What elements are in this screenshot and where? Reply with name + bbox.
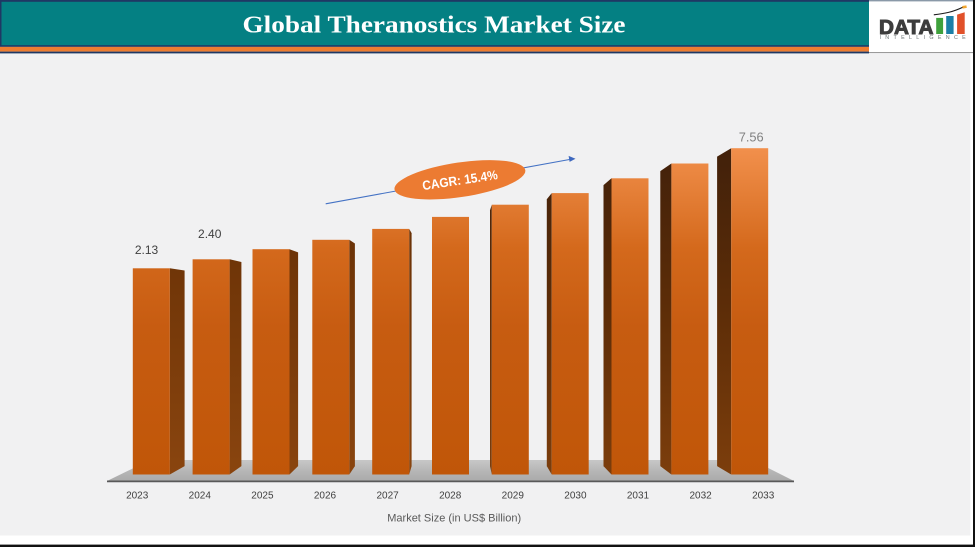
svg-text:2028: 2028 — [439, 491, 462, 502]
svg-text:7.56: 7.56 — [739, 130, 764, 145]
svg-text:Global Theranostics Market Siz: Global Theranostics Market Size — [243, 12, 626, 39]
svg-text:INTELLIGENCE: INTELLIGENCE — [880, 35, 971, 41]
svg-text:2025: 2025 — [251, 491, 274, 502]
svg-text:2029: 2029 — [502, 491, 525, 502]
svg-text:2026: 2026 — [314, 491, 337, 502]
svg-text:2033: 2033 — [752, 491, 775, 502]
svg-text:2024: 2024 — [189, 491, 212, 502]
svg-text:2032: 2032 — [689, 491, 712, 502]
svg-text:2027: 2027 — [376, 491, 399, 502]
svg-text:2030: 2030 — [564, 491, 587, 502]
svg-text:2023: 2023 — [126, 491, 149, 502]
svg-text:2.40: 2.40 — [198, 227, 222, 241]
svg-text:2031: 2031 — [627, 491, 650, 502]
svg-text:2.13: 2.13 — [135, 243, 159, 257]
svg-text:Market Size (in US$ Billion): Market Size (in US$ Billion) — [387, 513, 521, 525]
svg-text:DATA: DATA — [879, 16, 934, 39]
